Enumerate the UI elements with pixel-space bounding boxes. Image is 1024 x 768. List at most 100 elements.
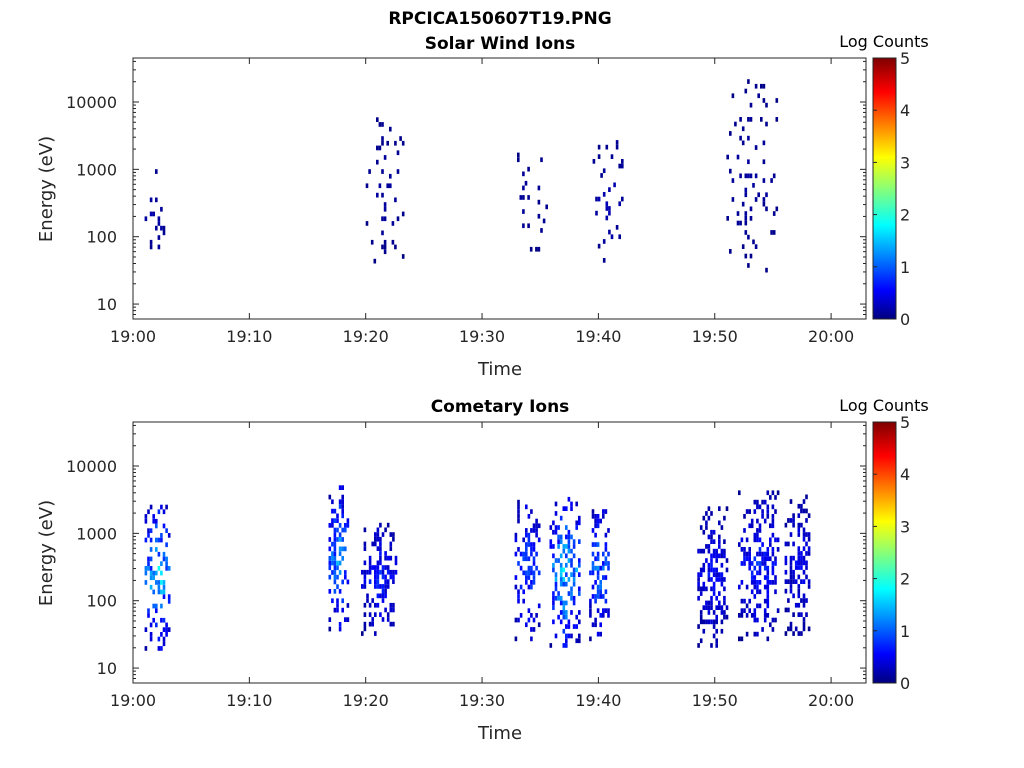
heatmap-cell	[792, 518, 795, 523]
heatmap-cell	[336, 607, 339, 613]
heatmap-cell	[749, 102, 753, 108]
heatmap-cell	[712, 610, 716, 615]
heatmap-cell	[772, 173, 776, 179]
heatmap-cell	[765, 121, 768, 127]
heatmap-cell	[605, 215, 609, 221]
heatmap-cell	[745, 556, 749, 562]
heatmap-cell	[771, 561, 775, 566]
heatmap-cell	[527, 542, 531, 547]
heatmap-cell	[596, 565, 600, 571]
heatmap-cell	[530, 551, 533, 557]
heatmap-cell	[699, 525, 703, 530]
heatmap-cell	[537, 537, 541, 543]
heatmap-cell	[591, 561, 595, 566]
heatmap-cell	[756, 631, 759, 637]
heatmap-cell	[517, 504, 520, 510]
heatmap-cell	[805, 494, 808, 500]
heatmap-cell	[710, 586, 713, 592]
heatmap-cell	[740, 537, 744, 543]
heatmap-cell	[766, 575, 770, 580]
y-tick-label: 10	[97, 659, 117, 678]
heatmap-cell	[557, 525, 560, 530]
heatmap-cell	[775, 206, 779, 212]
heatmap-cell	[794, 579, 798, 584]
heatmap-cell	[376, 532, 380, 537]
heatmap-cell	[374, 631, 377, 636]
heatmap-cell	[766, 490, 770, 496]
heatmap-cell	[605, 144, 609, 150]
heatmap-cell	[697, 577, 700, 582]
heatmap-cell	[559, 610, 563, 615]
heatmap-cell	[160, 617, 163, 623]
heatmap-cell	[392, 602, 395, 608]
heatmap-cell	[718, 600, 721, 606]
heatmap-cell	[774, 580, 777, 585]
heatmap-cell	[346, 603, 350, 608]
heatmap-cell	[333, 537, 337, 542]
heatmap-cell	[363, 584, 367, 589]
heatmap-cell	[723, 600, 726, 606]
heatmap-cell	[328, 565, 332, 571]
heatmap-cell	[155, 608, 158, 614]
heatmap-cell	[346, 617, 350, 622]
heatmap-cell	[763, 556, 767, 562]
heatmap-cell	[763, 551, 767, 557]
heatmap-cell	[789, 588, 793, 594]
heatmap-cell	[602, 509, 605, 514]
heatmap-cell	[527, 537, 531, 543]
heatmap-cell	[374, 602, 377, 608]
heatmap-cell	[710, 529, 713, 535]
heatmap-cell	[597, 196, 601, 202]
heatmap-cell	[594, 622, 597, 628]
heatmap-cell	[552, 591, 555, 596]
heatmap-cell	[381, 617, 385, 622]
heatmap-cell	[723, 553, 726, 559]
heatmap-cell	[797, 565, 801, 570]
heatmap-cell	[527, 565, 531, 571]
heatmap-cell	[565, 600, 568, 606]
colorbar-label-solar-wind: Log Counts	[839, 32, 929, 51]
heatmap-cell	[155, 197, 158, 203]
heatmap-cell	[748, 561, 751, 566]
heatmap-cell	[604, 509, 608, 514]
colorbar-tick-label: 1	[900, 622, 910, 641]
heatmap-cell	[379, 536, 382, 542]
heatmap-cell	[605, 201, 609, 207]
heatmap-cell	[537, 523, 541, 529]
heatmap-cell	[731, 178, 735, 183]
heatmap-cell	[771, 523, 775, 529]
heatmap-cell	[743, 556, 746, 562]
heatmap-cell	[160, 225, 163, 231]
heatmap-cell	[341, 546, 344, 552]
heatmap-cell	[152, 575, 155, 581]
heatmap-cell	[525, 575, 528, 580]
heatmap-cell	[758, 523, 762, 529]
heatmap-cell	[341, 504, 344, 509]
heatmap-cell	[557, 614, 560, 620]
heatmap-cell	[738, 613, 741, 618]
heatmap-cell	[384, 584, 387, 589]
heatmap-cell	[565, 544, 568, 549]
heatmap-cell	[559, 572, 563, 577]
x-axis-label-cometary: Time	[477, 723, 522, 744]
heatmap-cell	[807, 579, 811, 584]
heatmap-cell	[604, 532, 608, 538]
heatmap-cell	[747, 263, 750, 268]
heatmap-cell	[384, 565, 387, 570]
heatmap-cell	[797, 631, 801, 636]
heatmap-cell	[725, 558, 729, 563]
heatmap-cell	[368, 602, 372, 608]
heatmap-cell	[149, 622, 153, 628]
heatmap-cell	[602, 168, 606, 174]
heatmap-cell	[366, 593, 369, 599]
heatmap-cell	[747, 234, 750, 240]
heatmap-cell	[707, 544, 711, 549]
heatmap-cell	[797, 584, 801, 589]
heatmap-cell	[565, 525, 568, 530]
heatmap-cell	[376, 546, 380, 551]
heatmap-cell	[162, 589, 166, 595]
heatmap-cell	[559, 539, 563, 544]
heatmap-cell	[784, 555, 788, 561]
heatmap-cell	[753, 594, 757, 599]
heatmap-cell	[557, 558, 560, 563]
